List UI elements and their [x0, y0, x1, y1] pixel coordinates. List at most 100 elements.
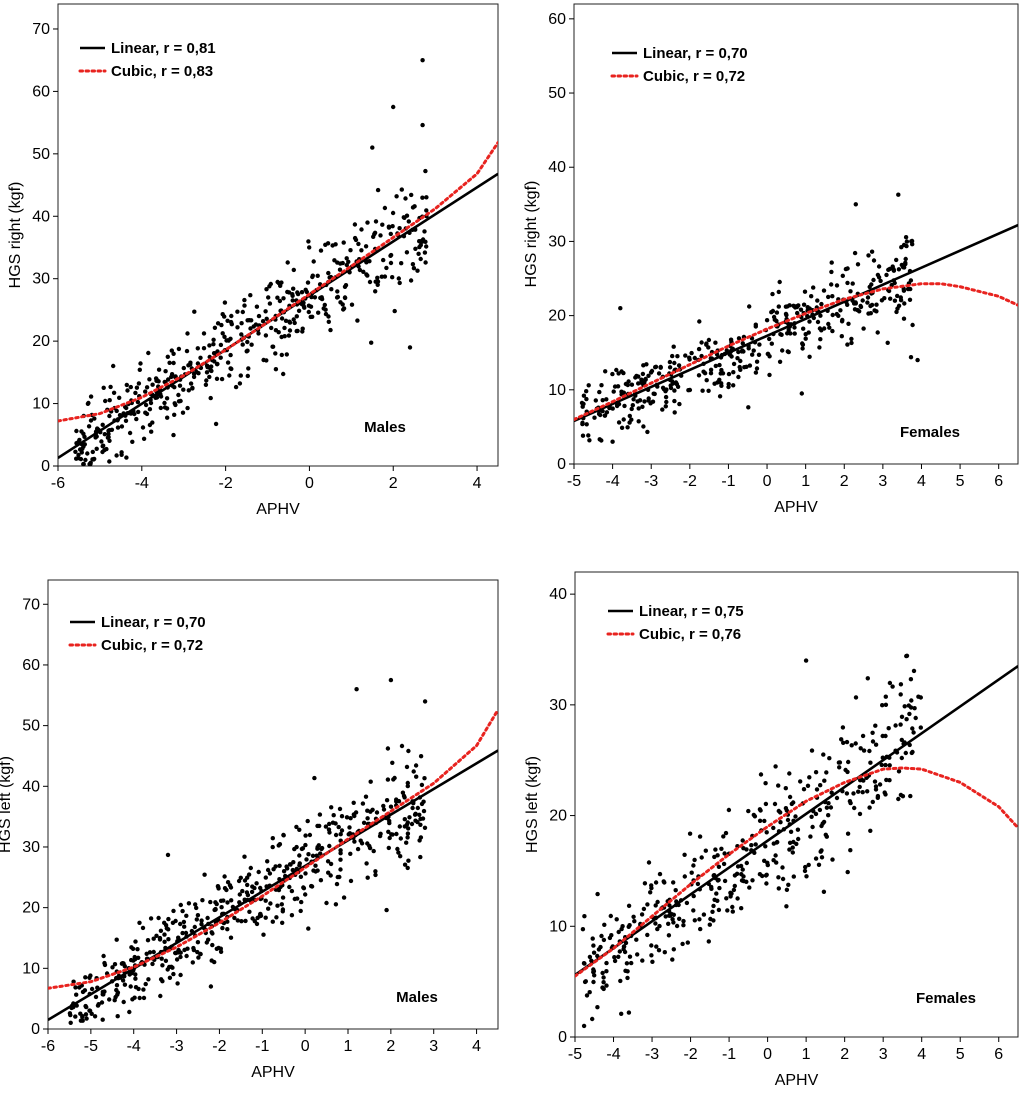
- data-point: [401, 215, 406, 220]
- data-point: [242, 297, 247, 303]
- data-point: [284, 352, 289, 357]
- y-axis-title: HGS right (kgf): [7, 182, 24, 289]
- data-point: [747, 304, 752, 309]
- data-point: [368, 779, 373, 784]
- x-tick-label: -5: [568, 1046, 582, 1063]
- data-point: [150, 961, 155, 967]
- data-point: [726, 371, 732, 377]
- data-point: [291, 286, 296, 291]
- data-point: [844, 791, 850, 796]
- data-point: [261, 357, 266, 363]
- data-point: [263, 875, 268, 880]
- data-point: [910, 726, 915, 731]
- data-point: [344, 262, 349, 268]
- data-point: [837, 760, 843, 765]
- data-point: [750, 878, 755, 883]
- data-point: [772, 801, 778, 807]
- data-point: [811, 285, 816, 290]
- data-point-outlier: [80, 1014, 85, 1020]
- data-point: [821, 288, 827, 293]
- data-point: [375, 187, 381, 193]
- data-point: [629, 960, 634, 966]
- data-point: [829, 260, 834, 265]
- y-tick-label: 30: [548, 233, 566, 250]
- legend-label: Linear, r = 0,70: [643, 45, 748, 62]
- y-tick-label: 10: [548, 382, 566, 399]
- data-point: [801, 326, 806, 331]
- data-point: [875, 793, 881, 799]
- data-point: [663, 394, 669, 400]
- legend-label: Linear, r = 0,81: [111, 40, 216, 57]
- data-point: [195, 940, 201, 945]
- data-point: [791, 874, 796, 879]
- data-point: [148, 400, 154, 406]
- data-point: [655, 899, 660, 905]
- x-tick-label: 2: [840, 1046, 849, 1063]
- data-point: [326, 270, 331, 276]
- data-point: [303, 871, 308, 876]
- data-point: [899, 755, 904, 761]
- y-tick-label: 0: [557, 456, 566, 473]
- data-point: [363, 794, 369, 799]
- data-point: [852, 250, 858, 256]
- data-point: [747, 885, 752, 890]
- data-point: [239, 919, 244, 924]
- data-point: [130, 946, 136, 951]
- data-point: [763, 844, 768, 849]
- data-point: [247, 909, 252, 914]
- data-point: [876, 264, 882, 269]
- cubic-fit-line: [574, 282, 1018, 421]
- data-point: [724, 348, 729, 353]
- data-point: [769, 341, 774, 346]
- data-point: [330, 243, 335, 248]
- data-point: [875, 330, 880, 335]
- data-point: [417, 812, 422, 817]
- data-point: [394, 194, 399, 199]
- data-point: [107, 413, 112, 419]
- data-point: [873, 742, 879, 747]
- x-tick-label: -2: [683, 473, 697, 490]
- data-point: [671, 880, 676, 885]
- data-point: [185, 405, 190, 411]
- data-point: [149, 429, 154, 434]
- data-point: [909, 698, 914, 703]
- data-point: [402, 817, 407, 822]
- data-point: [422, 250, 428, 255]
- data-point: [188, 381, 194, 386]
- data-point: [579, 400, 585, 406]
- data-point: [590, 936, 595, 941]
- data-point: [724, 896, 729, 901]
- data-point: [111, 363, 116, 369]
- data-point: [341, 240, 346, 245]
- x-tick-label: 6: [994, 1046, 1003, 1063]
- data-point: [682, 874, 687, 879]
- data-point: [884, 777, 889, 783]
- data-point: [124, 382, 129, 388]
- data-point: [225, 927, 230, 932]
- data-point: [225, 919, 230, 924]
- data-point: [222, 314, 227, 319]
- data-point-outlier: [384, 907, 389, 913]
- data-point: [696, 346, 702, 352]
- data-point: [192, 309, 197, 314]
- data-point: [738, 358, 743, 364]
- data-point: [144, 951, 149, 956]
- data-point: [713, 340, 718, 345]
- data-point: [813, 811, 819, 817]
- data-point: [121, 961, 126, 966]
- data-point: [807, 319, 812, 324]
- data-point: [411, 769, 416, 774]
- data-point: [237, 381, 243, 386]
- data-point: [640, 958, 645, 963]
- data-point: [131, 958, 136, 963]
- data-point: [898, 722, 903, 727]
- data-point: [815, 298, 820, 303]
- data-point: [828, 805, 834, 810]
- data-point: [359, 248, 364, 253]
- data-point: [273, 351, 278, 356]
- data-point: [892, 298, 898, 303]
- data-point: [658, 365, 663, 370]
- data-point-outlier: [407, 345, 413, 350]
- data-point: [297, 863, 302, 868]
- data-point: [258, 885, 263, 891]
